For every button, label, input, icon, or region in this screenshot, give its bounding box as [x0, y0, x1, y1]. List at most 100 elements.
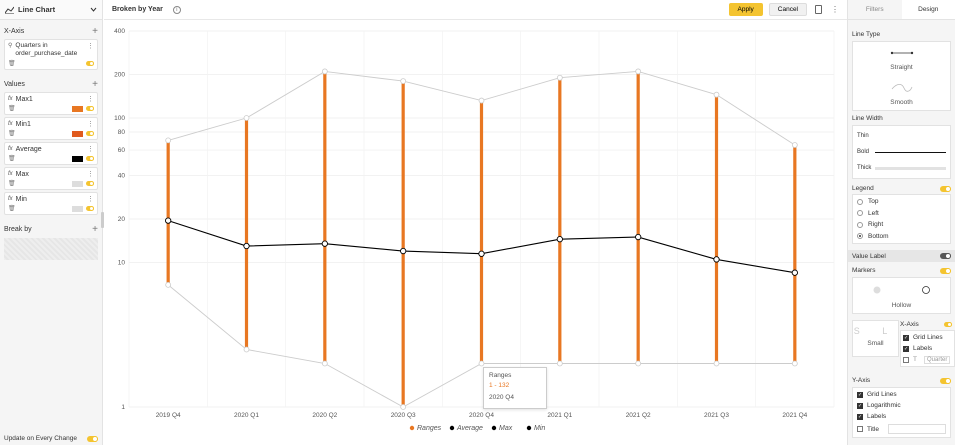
- info-icon[interactable]: i: [173, 6, 181, 14]
- color-swatch[interactable]: [72, 181, 83, 187]
- color-swatch[interactable]: [72, 156, 83, 162]
- tab-design[interactable]: Design: [902, 0, 955, 19]
- legend-toggle[interactable]: [940, 186, 951, 192]
- value-toggle[interactable]: [86, 106, 94, 111]
- value-menu-icon[interactable]: ⋮: [87, 95, 94, 103]
- breakby-dropzone[interactable]: [4, 238, 98, 260]
- value-toggle[interactable]: [86, 131, 94, 136]
- legend-marker: [410, 426, 414, 430]
- xaxis-toggle[interactable]: [944, 322, 952, 327]
- line-type-label: Line Type: [852, 31, 951, 38]
- add-xaxis-icon[interactable]: +: [92, 27, 98, 37]
- line-width-thick[interactable]: Thick: [857, 160, 946, 176]
- delete-icon[interactable]: 🗑: [8, 130, 16, 137]
- chevron-down-icon[interactable]: [90, 7, 97, 12]
- y-tick-label: 200: [114, 71, 125, 78]
- add-value-icon[interactable]: +: [92, 80, 98, 90]
- value-toggle[interactable]: [86, 156, 94, 161]
- update-toggle[interactable]: [87, 436, 98, 442]
- delete-icon[interactable]: 🗑: [8, 180, 16, 187]
- legend-marker: [492, 426, 496, 430]
- checkbox-checked-icon: ✓: [857, 392, 863, 398]
- yaxis-gridlines-option[interactable]: ✓Grid Lines: [857, 389, 946, 400]
- line-chart-icon: [5, 6, 14, 14]
- hollow-marker-icon[interactable]: [921, 285, 931, 295]
- formula-icon: fx: [8, 96, 13, 102]
- document-icon[interactable]: [815, 5, 822, 14]
- value-menu-icon[interactable]: ⋮: [87, 195, 94, 203]
- panel-tabs: Filters Design: [848, 0, 955, 20]
- yaxis-settings-label: Y-Axis: [852, 377, 940, 384]
- y-tick-label: 10: [118, 259, 126, 266]
- max-point: [322, 69, 327, 74]
- color-swatch[interactable]: [72, 206, 83, 212]
- bold-label: Bold: [857, 149, 875, 155]
- xaxis-field-name: Quarters in order_purchase_date: [15, 42, 84, 58]
- xaxis-labels-option[interactable]: ✓Labels: [903, 343, 952, 354]
- cancel-button[interactable]: Cancel: [769, 3, 807, 16]
- legend-option-right[interactable]: Right: [857, 219, 946, 231]
- value-menu-icon[interactable]: ⋮: [87, 145, 94, 153]
- more-options-icon[interactable]: ⋮: [831, 5, 839, 14]
- option-label: Grid Lines: [913, 334, 943, 341]
- color-swatch[interactable]: [72, 131, 83, 137]
- value-toggle[interactable]: [86, 206, 94, 211]
- field-toggle[interactable]: [86, 61, 94, 66]
- add-breakby-icon[interactable]: +: [92, 225, 98, 235]
- legend-label: Max: [499, 425, 513, 432]
- line-width-header: Line Width: [848, 115, 955, 122]
- chart-title[interactable]: Broken by Year: [112, 6, 163, 13]
- legend-option-bottom[interactable]: Bottom: [857, 231, 946, 243]
- color-swatch[interactable]: [72, 106, 83, 112]
- line-type-straight[interactable]: Straight: [853, 42, 950, 77]
- xaxis-field-card[interactable]: ⚲ Quarters in order_purchase_date ⋮ 🗑: [4, 39, 98, 70]
- value-name: Min: [16, 196, 84, 203]
- checkbox-checked-icon: ✓: [857, 403, 863, 409]
- average-point: [400, 248, 405, 253]
- xaxis-gridlines-option[interactable]: ✓Grid Lines: [903, 332, 952, 343]
- filled-marker-icon[interactable]: [872, 285, 882, 295]
- yaxis-title-input[interactable]: [888, 424, 946, 434]
- xaxis-settings-label: X-Axis: [900, 321, 944, 328]
- line-width-bold[interactable]: Bold: [857, 144, 946, 160]
- yaxis-logarithmic-option[interactable]: ✓Logarithmic: [857, 400, 946, 411]
- legend-option-label: Bottom: [868, 233, 889, 240]
- apply-button[interactable]: Apply: [729, 3, 763, 16]
- delete-icon[interactable]: 🗑: [8, 205, 16, 212]
- legend-header: Legend: [848, 185, 955, 192]
- yaxis-toggle[interactable]: [940, 378, 951, 384]
- straight-label: Straight: [853, 64, 950, 71]
- legend-option-top[interactable]: Top: [857, 196, 946, 208]
- breakby-label: Break by: [4, 226, 92, 233]
- yaxis-title-option[interactable]: Title: [857, 422, 946, 436]
- value-label-toggle[interactable]: [940, 253, 951, 259]
- line-width-thin[interactable]: Thin: [857, 128, 946, 144]
- value-menu-icon[interactable]: ⋮: [87, 170, 94, 178]
- tab-filters[interactable]: Filters: [848, 0, 902, 19]
- delete-icon[interactable]: 🗑: [8, 60, 16, 67]
- line-type-smooth[interactable]: Smooth: [853, 77, 950, 112]
- value-name: Min1: [16, 121, 84, 128]
- yaxis-labels-option[interactable]: ✓Labels: [857, 411, 946, 422]
- chart-type-selector[interactable]: Line Chart: [0, 0, 102, 20]
- value-menu-icon[interactable]: ⋮: [87, 120, 94, 128]
- marker-size-option[interactable]: S L Small: [852, 320, 899, 357]
- delete-icon[interactable]: 🗑: [8, 155, 16, 162]
- markers-toggle[interactable]: [940, 268, 951, 274]
- field-menu-icon[interactable]: ⋮: [87, 42, 94, 50]
- legend-option-left[interactable]: Left: [857, 208, 946, 220]
- xaxis-section-label: X-Axis: [4, 28, 92, 35]
- delete-icon[interactable]: 🗑: [8, 105, 16, 112]
- value-toggle[interactable]: [86, 181, 94, 186]
- marker-size-label: Small: [853, 340, 898, 347]
- range-bar: [480, 101, 483, 364]
- checkbox-checked-icon: ✓: [903, 346, 909, 352]
- xaxis-title-input[interactable]: Quarter: [924, 356, 950, 364]
